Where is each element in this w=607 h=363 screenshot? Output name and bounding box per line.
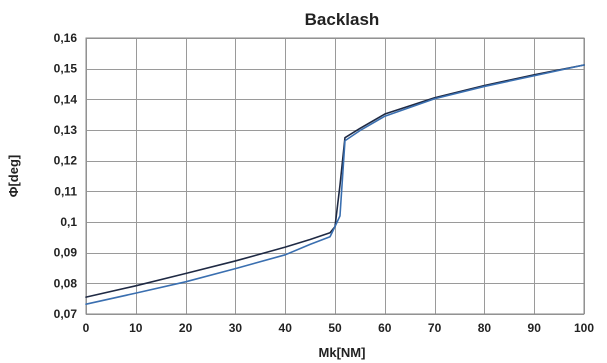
x-axis-label: Mk[NM] <box>319 345 366 360</box>
x-tick-label: 10 <box>129 321 143 335</box>
y-tick-label: 0,1 <box>60 215 77 229</box>
y-tick-label: 0,11 <box>54 184 77 198</box>
x-tick-label: 90 <box>528 321 542 335</box>
y-tick-label: 0,13 <box>54 123 78 137</box>
plot-frame <box>85 37 585 315</box>
y-tick-label: 0,09 <box>54 246 78 260</box>
x-tick-label: 80 <box>478 321 492 335</box>
x-tick-label: 20 <box>179 321 193 335</box>
x-tick-label: 60 <box>378 321 392 335</box>
y-tick-label: 0,07 <box>54 307 78 321</box>
x-tick-label: 70 <box>428 321 442 335</box>
x-tick-label: 0 <box>83 321 90 335</box>
x-tick-label: 40 <box>279 321 293 335</box>
x-tick-label: 100 <box>574 321 594 335</box>
y-axis-label: Φ[deg] <box>6 155 21 197</box>
x-tick-label: 30 <box>229 321 243 335</box>
y-tick-label: 0,12 <box>54 154 78 168</box>
x-tick-labels: 0 10 20 30 40 50 60 70 80 90 100 <box>83 321 595 335</box>
series-line-2 <box>85 64 585 305</box>
y-tick-label: 0,14 <box>54 92 78 106</box>
chart-title: Backlash <box>305 10 380 29</box>
x-tick-label: 50 <box>328 321 342 335</box>
y-tick-labels: 0,07 0,08 0,09 0,1 0,11 0,12 0,13 0,14 0,15 0,16 <box>54 31 78 321</box>
y-tick-label: 0,08 <box>54 276 78 290</box>
y-tick-label: 0,15 <box>54 62 78 76</box>
y-tick-label: 0,16 <box>54 31 78 45</box>
series-group <box>85 64 585 305</box>
series-line-1 <box>85 64 585 298</box>
